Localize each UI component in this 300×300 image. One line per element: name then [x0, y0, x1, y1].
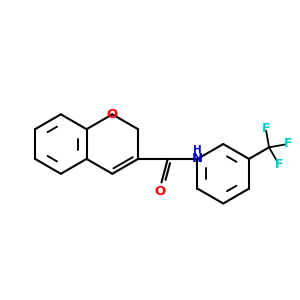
Text: F: F: [262, 122, 270, 135]
Text: O: O: [154, 185, 166, 198]
Text: F: F: [274, 158, 283, 171]
Text: O: O: [107, 108, 118, 121]
Text: F: F: [284, 137, 292, 151]
Text: H: H: [193, 145, 202, 155]
Text: N: N: [192, 152, 203, 165]
